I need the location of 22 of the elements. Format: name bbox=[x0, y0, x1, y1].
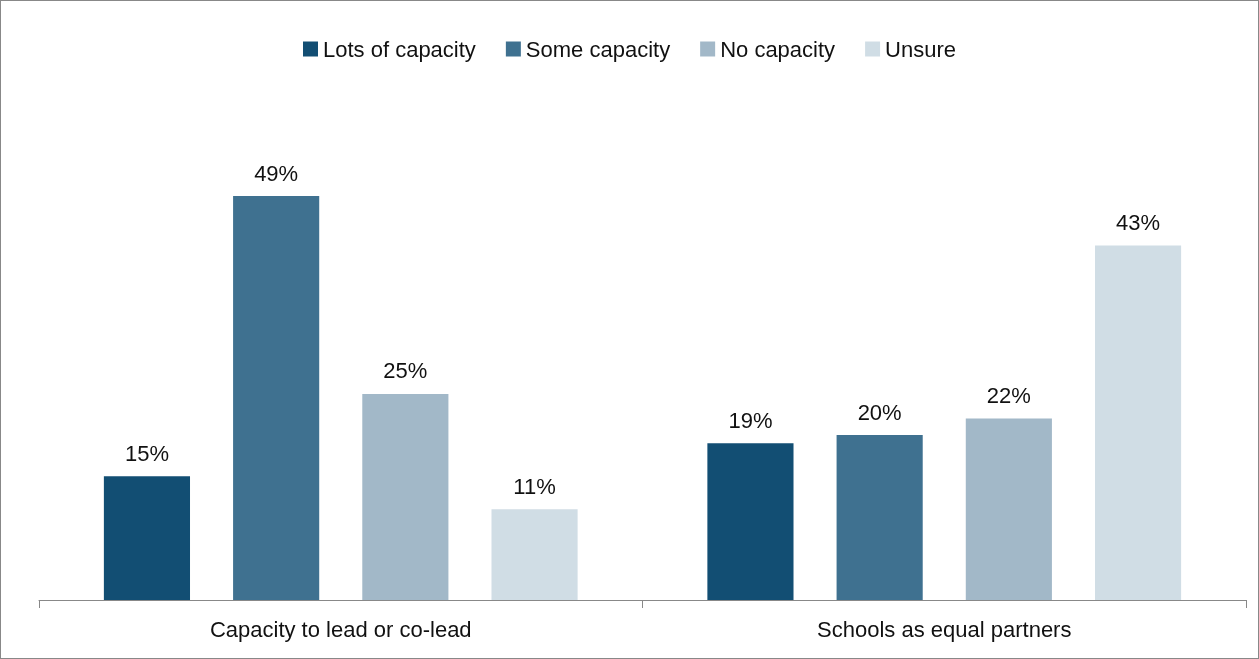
bar bbox=[707, 443, 794, 600]
bar bbox=[965, 418, 1052, 600]
legend-label: Some capacity bbox=[525, 36, 671, 62]
data-label: 43% bbox=[1116, 209, 1161, 235]
bar bbox=[1094, 245, 1182, 600]
bar bbox=[103, 476, 191, 600]
legend-label: No capacity bbox=[720, 36, 836, 62]
bar bbox=[491, 509, 578, 600]
data-label: 20% bbox=[857, 399, 902, 425]
data-label: 49% bbox=[254, 160, 299, 186]
data-label: 15% bbox=[124, 440, 169, 466]
bar bbox=[233, 196, 320, 600]
x-tick-label: Capacity to lead or co-lead bbox=[209, 616, 472, 642]
x-tick-label: Schools as equal partners bbox=[817, 616, 1072, 642]
data-label: 11% bbox=[513, 473, 556, 499]
bar bbox=[362, 393, 449, 600]
data-label: 19% bbox=[728, 407, 773, 433]
data-label: 22% bbox=[986, 383, 1031, 409]
legend-label: Lots of capacity bbox=[322, 36, 476, 62]
data-label: 25% bbox=[383, 358, 428, 384]
legend-label: Unsure bbox=[885, 36, 957, 62]
bar bbox=[836, 435, 923, 600]
